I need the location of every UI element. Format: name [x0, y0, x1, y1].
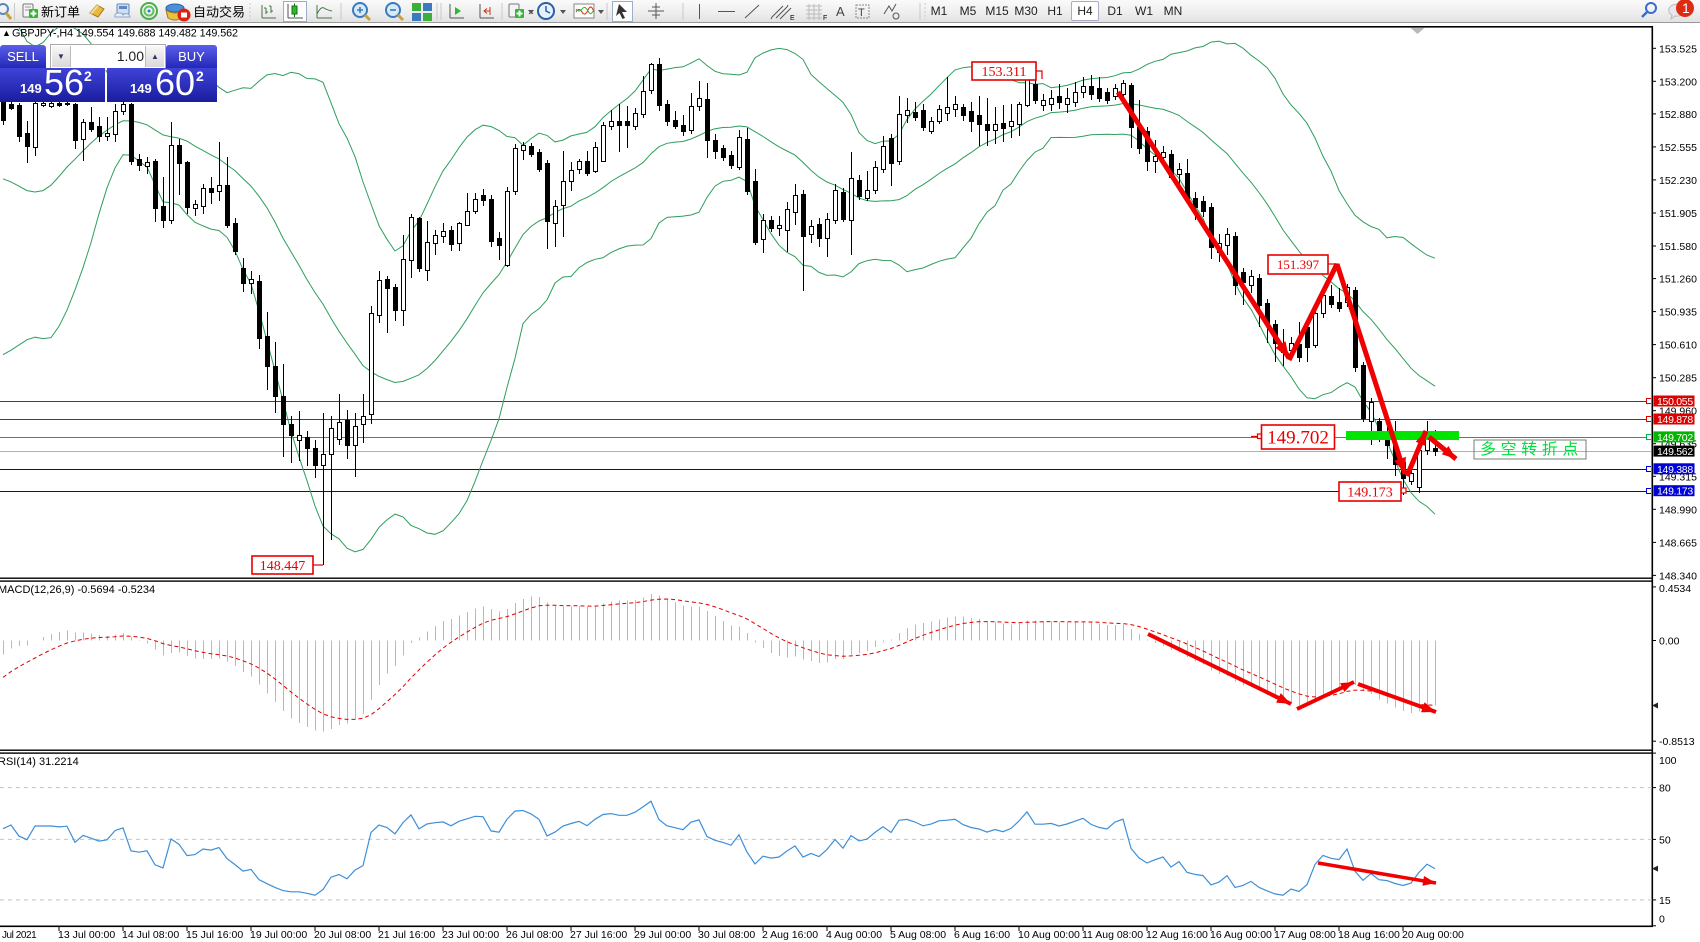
svg-text:149.562: 149.562: [1657, 446, 1693, 458]
svg-text:19 Jul 00:00: 19 Jul 00:00: [250, 929, 307, 941]
svg-text:153.311: 153.311: [982, 65, 1027, 80]
svg-text:151.260: 151.260: [1659, 274, 1697, 286]
svg-text:A: A: [836, 4, 845, 19]
svg-text:23 Jul 00:00: 23 Jul 00:00: [442, 929, 499, 941]
svg-text:149.388: 149.388: [1657, 464, 1693, 476]
svg-text:149.173: 149.173: [1347, 485, 1393, 500]
svg-text:150.055: 150.055: [1657, 396, 1693, 408]
svg-text:29 Jul 00:00: 29 Jul 00:00: [634, 929, 691, 941]
svg-text:1: 1: [1682, 0, 1690, 16]
svg-text:148.990: 148.990: [1659, 504, 1697, 516]
svg-text:15 Jul 16:00: 15 Jul 16:00: [186, 929, 243, 941]
svg-text:18 Aug 16:00: 18 Aug 16:00: [1338, 929, 1400, 941]
svg-text:153.200: 153.200: [1659, 76, 1697, 88]
svg-text:148.665: 148.665: [1659, 537, 1697, 549]
svg-text:20 Jul 08:00: 20 Jul 08:00: [314, 929, 371, 941]
svg-text:21 Jul 16:00: 21 Jul 16:00: [378, 929, 435, 941]
svg-text:26 Jul 08:00: 26 Jul 08:00: [506, 929, 563, 941]
svg-text:152.880: 152.880: [1659, 109, 1697, 121]
svg-text:149.173: 149.173: [1657, 486, 1693, 498]
svg-text:2 Aug 16:00: 2 Aug 16:00: [762, 929, 818, 941]
svg-text:30 Jul 08:00: 30 Jul 08:00: [698, 929, 755, 941]
svg-text:E: E: [790, 15, 795, 22]
svg-text:GBPJPY-,H4 149.554 149.688 14: GBPJPY-,H4 149.554 149.688 149.482 149.5…: [12, 28, 238, 40]
svg-text:▲: ▲: [2, 28, 11, 38]
svg-text:12 Aug 16:00: 12 Aug 16:00: [1146, 929, 1208, 941]
svg-text:F: F: [823, 15, 827, 22]
svg-text:T: T: [858, 7, 865, 19]
svg-text:151.580: 151.580: [1659, 241, 1697, 253]
svg-text:5 Aug 08:00: 5 Aug 08:00: [890, 929, 946, 941]
svg-text:148.340: 148.340: [1659, 570, 1697, 582]
svg-text:20 Aug 00:00: 20 Aug 00:00: [1402, 929, 1464, 941]
svg-text:149.878: 149.878: [1657, 414, 1693, 426]
svg-text:15: 15: [1659, 895, 1671, 907]
svg-text:152.230: 152.230: [1659, 175, 1697, 187]
svg-text:152.555: 152.555: [1659, 142, 1697, 154]
svg-text:Jul 2021: Jul 2021: [2, 930, 37, 941]
svg-text:13 Jul 00:00: 13 Jul 00:00: [58, 929, 115, 941]
svg-text:17 Aug 08:00: 17 Aug 08:00: [1274, 929, 1336, 941]
svg-text:10 Aug 00:00: 10 Aug 00:00: [1018, 929, 1080, 941]
svg-text:MACD(12,26,9) -0.5694 -0.5234: MACD(12,26,9) -0.5694 -0.5234: [0, 584, 155, 596]
svg-text:0.00: 0.00: [1659, 636, 1680, 648]
svg-text:0: 0: [1659, 914, 1665, 926]
svg-text:16 Aug 00:00: 16 Aug 00:00: [1210, 929, 1272, 941]
svg-text:150.935: 150.935: [1659, 307, 1697, 319]
svg-text:153.525: 153.525: [1659, 43, 1697, 55]
svg-text:149.702: 149.702: [1657, 432, 1693, 444]
svg-text:27 Jul 16:00: 27 Jul 16:00: [570, 929, 627, 941]
svg-text:6 Aug 16:00: 6 Aug 16:00: [954, 929, 1010, 941]
svg-text:151.905: 151.905: [1659, 208, 1697, 220]
svg-text:151.397: 151.397: [1277, 257, 1320, 272]
svg-text:0.4534: 0.4534: [1659, 583, 1691, 595]
svg-text:150.285: 150.285: [1659, 373, 1697, 385]
svg-text:149.702: 149.702: [1267, 428, 1329, 449]
svg-text:RSI(14) 31.2214: RSI(14) 31.2214: [0, 756, 79, 768]
svg-text:4 Aug 00:00: 4 Aug 00:00: [826, 929, 882, 941]
svg-text:80: 80: [1659, 783, 1671, 795]
svg-text:11 Aug 08:00: 11 Aug 08:00: [1082, 929, 1143, 941]
svg-text:14 Jul 08:00: 14 Jul 08:00: [122, 929, 179, 941]
svg-text:150.610: 150.610: [1659, 340, 1697, 352]
svg-text:-0.8513: -0.8513: [1659, 736, 1695, 748]
svg-text:100: 100: [1659, 755, 1677, 767]
svg-text:50: 50: [1659, 834, 1671, 846]
svg-text:148.447: 148.447: [260, 559, 306, 574]
